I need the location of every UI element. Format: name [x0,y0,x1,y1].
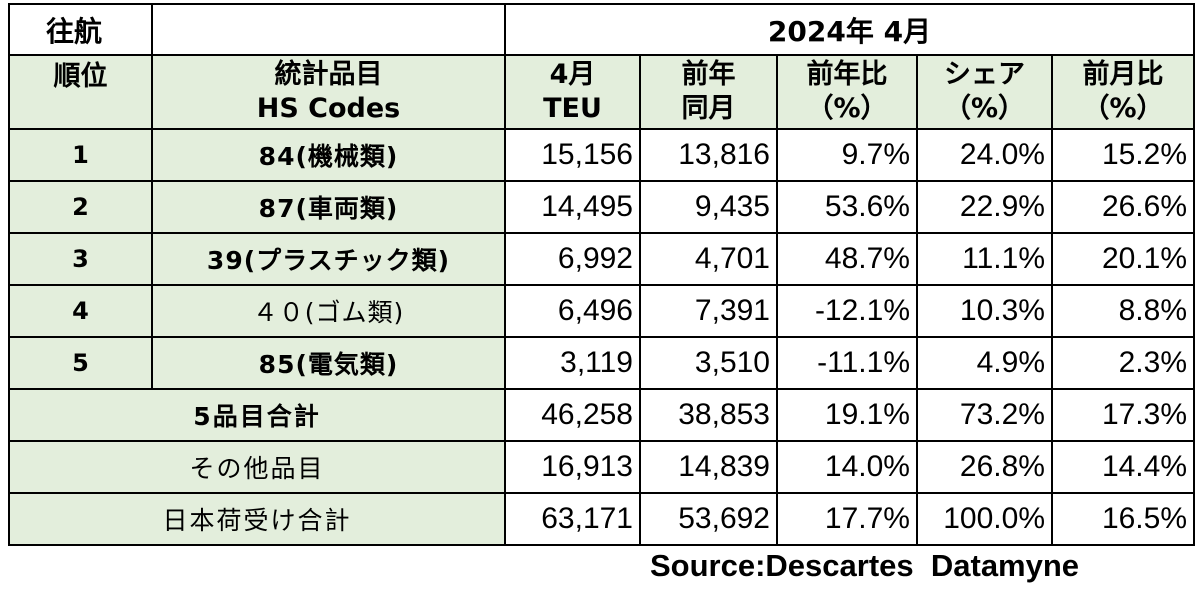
table-row: 5 85(電気類) 3,119 3,510 -11.1% 4.9% 2.3% [8,336,1196,390]
teu-header-line2: TEU [543,93,602,124]
item-cell: 39(プラスチック類) [151,232,506,286]
share-header-line2: （%） [943,93,1026,124]
prev-cell: 14,839 [639,440,778,494]
column-header-row: 順位 統計品目 HS Codes 4月 TEU 前年 同月 前年比 （%） シェ… [8,54,1196,130]
item-cell: 87(車両類) [151,180,506,234]
mom-header-line2: （%） [1082,93,1164,124]
item-header-line1: 統計品目 [274,59,383,90]
share-cell: 22.9% [916,180,1053,234]
table-row: 4 ４０(ゴム類) 6,496 7,391 -12.1% 10.3% 8.8% [8,284,1196,338]
yoy-cell: 48.7% [776,232,918,286]
table-row: 1 84(機械類) 15,156 13,816 9.7% 24.0% 15.2% [8,128,1196,182]
prev-year-header: 前年 同月 [639,54,778,130]
teu-cell: 14,495 [504,180,641,234]
yoy-header: 前年比 （%） [776,54,918,130]
period-cell: 2024年 4月 [503,3,1196,56]
yoy-cell: 17.7% [776,492,918,546]
table-row: 2 87(車両類) 14,495 9,435 53.6% 22.9% 26.6% [8,180,1196,234]
prev-cell: 9,435 [639,180,778,234]
teu-cell: 3,119 [504,336,641,390]
yoy-cell: 53.6% [776,180,918,234]
rank-cell: 5 [8,336,153,390]
title-row: 往航 2024年 4月 [8,3,1196,56]
rank-cell: 3 [8,232,153,286]
prev-cell: 53,692 [639,492,778,546]
mom-cell: 17.3% [1050,388,1196,442]
mom-cell: 14.4% [1050,440,1196,494]
share-cell: 26.8% [916,440,1053,494]
mom-cell: 16.5% [1050,492,1196,546]
yoy-cell: 19.1% [776,388,918,442]
mom-cell: 20.1% [1050,232,1196,286]
yoy-header-line2: （%） [806,93,888,124]
mom-cell: 8.8% [1050,284,1196,338]
item-cell: ４０(ゴム類) [151,284,506,338]
share-cell: 24.0% [916,128,1053,182]
total-row: その他品目 16,913 14,839 14.0% 26.8% 14.4% [8,440,1196,494]
yoy-header-line1: 前年比 [806,59,888,90]
share-cell: 11.1% [916,232,1053,286]
total-label: その他品目 [8,440,506,494]
teu-cell: 16,913 [504,440,641,494]
teu-header: 4月 TEU [504,54,641,130]
stats-table: 往航 2024年 4月 順位 統計品目 HS Codes 4月 TEU 前年 同… [8,3,1196,546]
rank-cell: 4 [8,284,153,338]
prev-cell: 3,510 [639,336,778,390]
prev-header-line1: 前年 [681,59,736,90]
teu-header-line1: 4月 [549,59,596,90]
total-label: 日本荷受け合計 [8,492,506,546]
yoy-cell: 14.0% [776,440,918,494]
yoy-cell: 9.7% [776,128,918,182]
mom-cell: 15.2% [1050,128,1196,182]
total-row: 日本荷受け合計 63,171 53,692 17.7% 100.0% 16.5% [8,492,1196,546]
share-cell: 73.2% [916,388,1053,442]
direction-cell: 往航 [8,3,153,56]
prev-header-line2: 同月 [681,93,736,124]
prev-cell: 4,701 [639,232,778,286]
teu-cell: 15,156 [504,128,641,182]
share-cell: 100.0% [916,492,1053,546]
mom-header: 前月比 （%） [1050,54,1196,130]
mom-cell: 26.6% [1050,180,1196,234]
prev-cell: 38,853 [639,388,778,442]
teu-cell: 46,258 [504,388,641,442]
item-header: 統計品目 HS Codes [151,54,506,130]
rank-cell: 1 [8,128,153,182]
teu-cell: 6,496 [504,284,641,338]
teu-cell: 63,171 [504,492,641,546]
total-label: 5品目合計 [8,388,506,442]
share-cell: 10.3% [916,284,1053,338]
prev-cell: 13,816 [639,128,778,182]
item-header-line2: HS Codes [256,93,401,124]
source-caption: Source:Descartes Datamyne [650,548,1080,583]
table-row: 3 39(プラスチック類) 6,992 4,701 48.7% 11.1% 20… [8,232,1196,286]
teu-cell: 6,992 [504,232,641,286]
mom-cell: 2.3% [1050,336,1196,390]
yoy-cell: -12.1% [776,284,918,338]
prev-cell: 7,391 [639,284,778,338]
yoy-cell: -11.1% [776,336,918,390]
title-spacer [151,3,506,56]
mom-header-line1: 前月比 [1082,59,1164,90]
rank-header-label: 順位 [53,61,108,92]
item-cell: 84(機械類) [151,128,506,182]
share-header-line1: シェア [944,59,1025,90]
rank-header: 順位 [8,54,153,130]
rank-cell: 2 [8,180,153,234]
share-cell: 4.9% [916,336,1053,390]
total-row: 5品目合計 46,258 38,853 19.1% 73.2% 17.3% [8,388,1196,442]
item-cell: 85(電気類) [151,336,506,390]
share-header: シェア （%） [916,54,1053,130]
